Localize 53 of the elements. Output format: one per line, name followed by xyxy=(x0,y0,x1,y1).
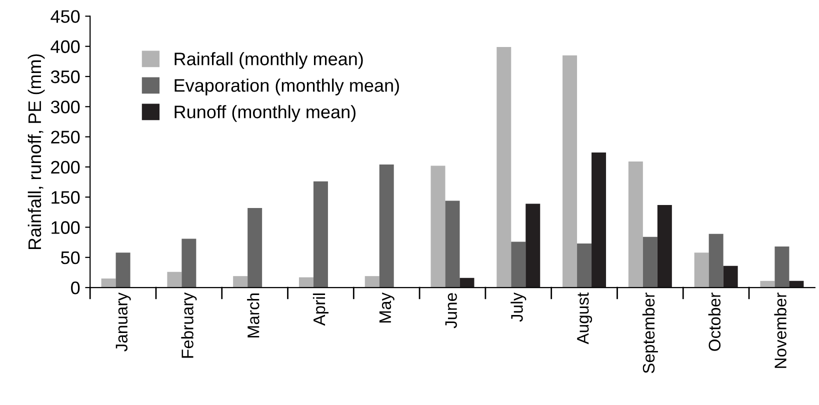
bar xyxy=(364,276,380,288)
y-tick-label: 250 xyxy=(51,130,80,144)
bar xyxy=(116,252,130,288)
x-tick-label: July xyxy=(510,292,526,322)
bar xyxy=(313,181,328,288)
legend-label: Rainfall (monthly mean) xyxy=(174,52,363,69)
x-tick-label: February xyxy=(181,292,197,358)
bar xyxy=(657,204,672,288)
bar xyxy=(167,272,182,288)
y-tick-label: 450 xyxy=(50,10,80,23)
bar xyxy=(526,204,540,288)
x-tick-label: January xyxy=(116,292,131,352)
bar xyxy=(789,280,804,288)
x-tick-label: August xyxy=(577,292,592,344)
bar xyxy=(511,242,526,288)
bar xyxy=(445,200,460,288)
y-axis-title: Rainfall, runoff, PE (mm) xyxy=(28,54,45,250)
x-tick-label: May xyxy=(379,292,394,323)
y-tick-label: 100 xyxy=(52,221,80,234)
y-tick-label: 300 xyxy=(50,100,80,114)
bar xyxy=(723,266,738,288)
bar xyxy=(708,234,724,288)
x-tick-label: November xyxy=(774,292,786,368)
y-tick-label: 400 xyxy=(50,40,80,54)
bar xyxy=(642,236,658,288)
bar xyxy=(379,164,394,288)
bar xyxy=(694,252,709,288)
bar xyxy=(577,244,592,288)
bar xyxy=(101,278,116,288)
legend-label: Evaporation (monthly mean) xyxy=(174,78,399,96)
legend-label: Runoff (monthly mean) xyxy=(174,105,356,122)
x-tick-label: March xyxy=(247,293,260,338)
x-tick-label: June xyxy=(445,293,457,328)
bar xyxy=(760,280,775,288)
bar xyxy=(628,162,643,288)
x-tick-label: October xyxy=(708,292,721,351)
bar xyxy=(460,278,474,288)
bar xyxy=(774,246,790,288)
bar xyxy=(233,276,248,288)
bar xyxy=(496,46,512,288)
bar xyxy=(562,55,578,288)
x-tick-label: September xyxy=(642,292,658,374)
bar xyxy=(430,166,446,288)
y-tick-label: 200 xyxy=(51,160,80,174)
bar xyxy=(182,238,196,288)
x-tick-label: April xyxy=(312,294,328,326)
y-tick-label: 50 xyxy=(61,251,80,264)
bar xyxy=(248,208,262,288)
y-tick-label: 350 xyxy=(50,70,80,84)
bar xyxy=(298,277,314,288)
y-tick-label: 150 xyxy=(52,191,80,204)
bar xyxy=(592,152,606,288)
y-tick-label: 0 xyxy=(71,281,80,294)
